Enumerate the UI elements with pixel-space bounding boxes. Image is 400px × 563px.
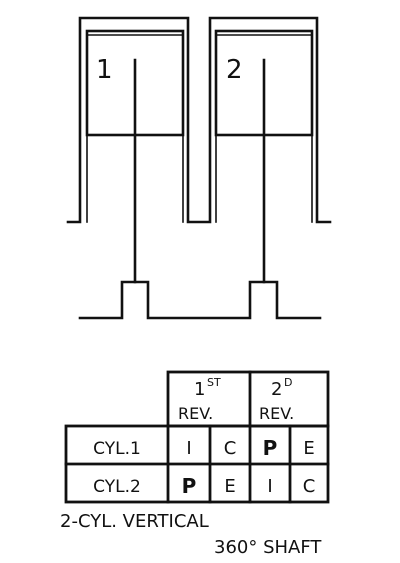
- cyl2-rev2-stroke-a: I: [267, 476, 272, 497]
- cylinder-block-outline: [66, 16, 332, 224]
- crankshaft: [78, 280, 322, 320]
- rev2-number: 2: [271, 379, 282, 400]
- cyl1-rev1-stroke-b: C: [224, 438, 237, 459]
- cylinder-1-label: 1: [96, 55, 113, 85]
- cylinder-2-label: 2: [226, 55, 243, 85]
- rev1-number: 1: [194, 379, 205, 400]
- rev1-label: REV.: [178, 404, 213, 423]
- cyl2-rev1-stroke-b: E: [224, 476, 235, 497]
- caption-line-1: 2-CYL. VERTICAL: [60, 511, 209, 532]
- row-cyl1-label: CYL.1: [93, 439, 141, 459]
- rev1-superscript: ST: [207, 376, 221, 389]
- rev2-superscript: D: [284, 376, 292, 389]
- cyl2-rev1-stroke-a: P: [182, 474, 197, 498]
- cyl1-rev2-stroke-b: E: [303, 438, 314, 459]
- firing-order-table: [64, 370, 330, 504]
- cyl1-rev1-stroke-a: I: [186, 438, 191, 459]
- rev2-label: REV.: [259, 404, 294, 423]
- row-cyl2-label: CYL.2: [93, 477, 141, 497]
- caption-line-2: 360° SHAFT: [214, 537, 322, 558]
- cyl2-rev2-stroke-b: C: [303, 476, 316, 497]
- cyl1-rev2-stroke-a: P: [263, 436, 278, 460]
